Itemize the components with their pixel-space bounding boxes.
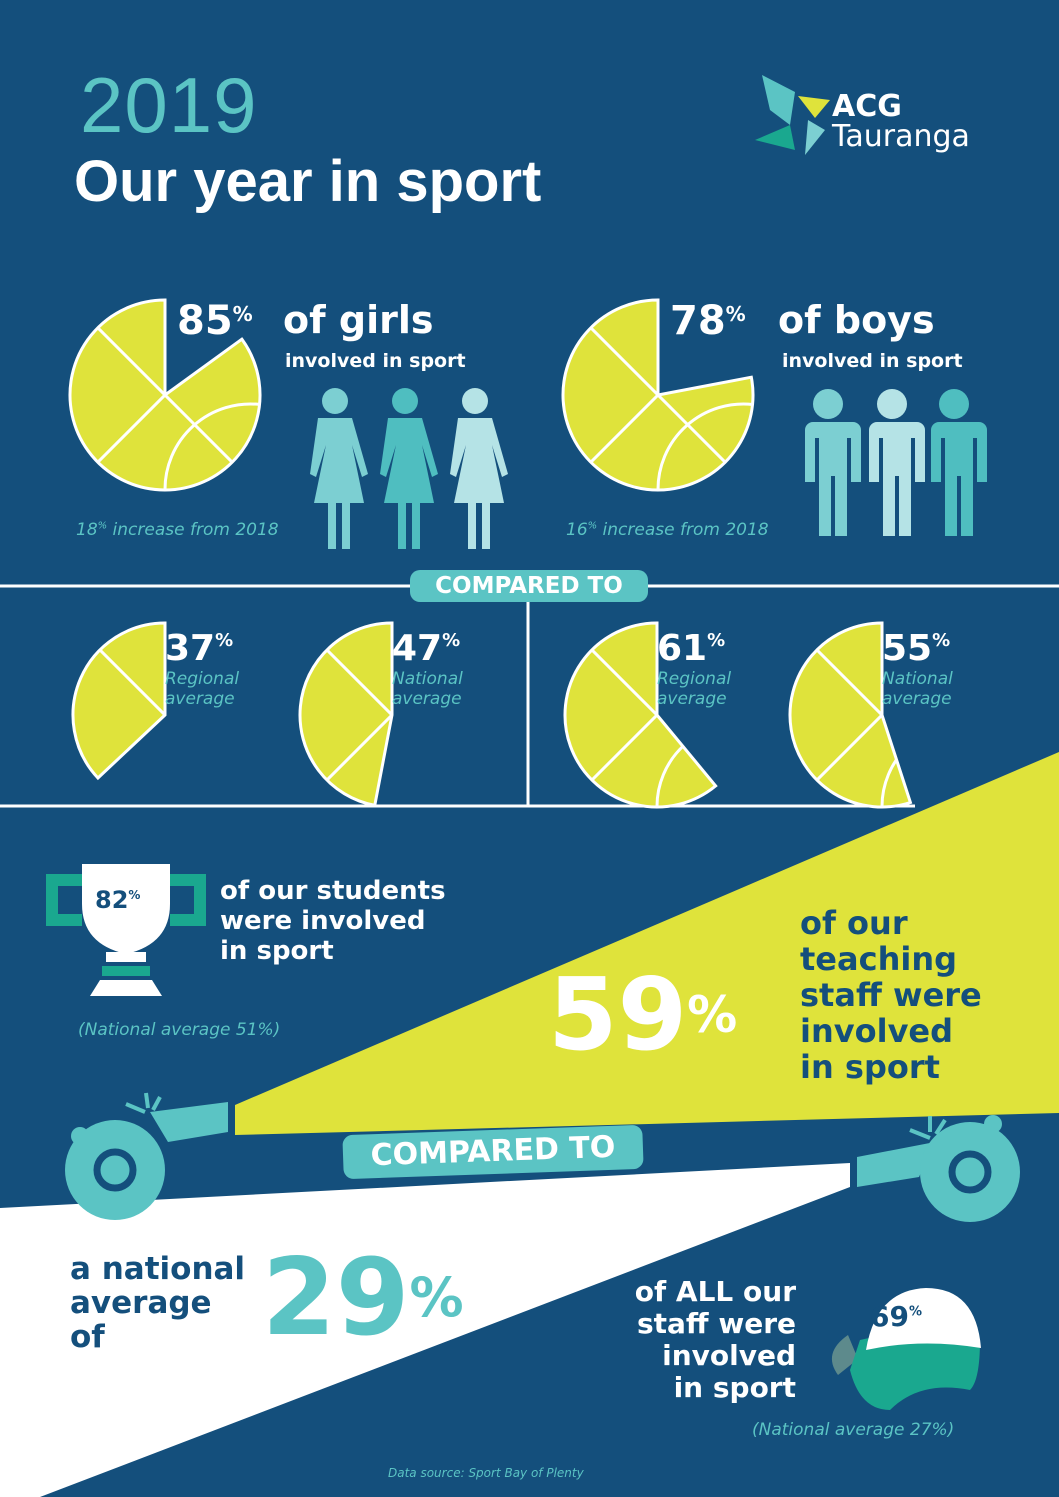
boys-note: 16% increase from 2018 xyxy=(566,520,769,540)
comparison-line2: average xyxy=(882,689,952,709)
white-beam xyxy=(0,1163,850,1497)
boys-headline: of boys xyxy=(778,298,935,342)
comparison-label: 47% National average xyxy=(392,628,463,709)
boys-percent: 78% xyxy=(670,298,746,344)
whistle-left-icon xyxy=(65,1092,228,1220)
comparison-line1: National xyxy=(882,669,953,689)
teaching-line: in sport xyxy=(800,1048,940,1086)
girl-figures-icon xyxy=(310,388,508,549)
boy-figures-icon xyxy=(803,389,987,536)
logo-text: ACG Tauranga xyxy=(832,92,970,152)
comparison-line2: average xyxy=(392,689,462,709)
comparison-label: 37% Regional average xyxy=(165,628,239,709)
acg-logo-icon xyxy=(755,75,830,155)
teaching-text: of our teaching staff were involved in s… xyxy=(800,905,982,1085)
compared-to-label: COMPARED TO xyxy=(410,570,648,602)
comparison-percent: 61% xyxy=(657,628,726,669)
students-percent: 82% xyxy=(95,886,141,914)
all-staff-line: in sport xyxy=(673,1371,796,1404)
logo-line2: Tauranga xyxy=(832,119,970,154)
teaching-percent: 59% xyxy=(548,956,738,1073)
cap-icon xyxy=(831,1288,981,1410)
comparison-line2: average xyxy=(657,689,727,709)
logo-line1: ACG xyxy=(832,89,902,124)
girls-headline: of girls xyxy=(283,298,434,342)
comparison-label: 61% Regional average xyxy=(657,628,731,709)
comparison-line2: average xyxy=(165,689,235,709)
page-title: Our year in sport xyxy=(74,149,542,214)
girls-percent: 85% xyxy=(177,298,253,344)
all-staff-line: staff were xyxy=(636,1307,796,1340)
students-line: in sport xyxy=(220,936,334,966)
teaching-line: staff were xyxy=(800,976,982,1014)
national-line: of xyxy=(70,1319,105,1355)
teaching-line: involved xyxy=(800,1012,954,1050)
students-line: of our students xyxy=(220,876,446,906)
students-line: were involved xyxy=(220,906,426,936)
year-heading: 2019 xyxy=(80,61,258,149)
comparison-percent: 37% xyxy=(165,628,234,669)
all-staff-percent: 69% xyxy=(870,1300,922,1333)
all-staff-line: of ALL our xyxy=(634,1275,796,1308)
yellow-beam xyxy=(235,752,1059,1135)
trophy-icon xyxy=(46,864,206,996)
all-staff-line: involved xyxy=(662,1339,796,1372)
data-source: Data source: Sport Bay of Plenty xyxy=(388,1466,584,1480)
national-percent: 29% xyxy=(262,1236,464,1359)
national-line: a national xyxy=(70,1251,246,1287)
teaching-line: teaching xyxy=(800,940,957,978)
girls-note: 18% increase from 2018 xyxy=(76,520,279,540)
comparison-percent: 47% xyxy=(392,628,461,669)
comparison-line1: Regional xyxy=(165,669,240,689)
comparison-line1: National xyxy=(392,669,463,689)
students-note: (National average 51%) xyxy=(78,1020,281,1040)
all-staff-text: of ALL our staff were involved in sport xyxy=(600,1276,796,1404)
teaching-line: of our xyxy=(800,904,908,942)
comparison-line1: Regional xyxy=(657,669,732,689)
boys-sub: involved in sport xyxy=(782,350,963,372)
all-staff-note: (National average 27%) xyxy=(752,1420,955,1440)
girls-sub: involved in sport xyxy=(285,350,466,372)
whistle-right-icon xyxy=(857,1115,1020,1222)
national-line: average xyxy=(70,1285,212,1321)
comparison-label: 55% National average xyxy=(882,628,953,709)
national-text: a national average of xyxy=(70,1252,245,1354)
comparison-percent: 55% xyxy=(882,628,951,669)
students-text: of our students were involved in sport xyxy=(220,876,446,966)
